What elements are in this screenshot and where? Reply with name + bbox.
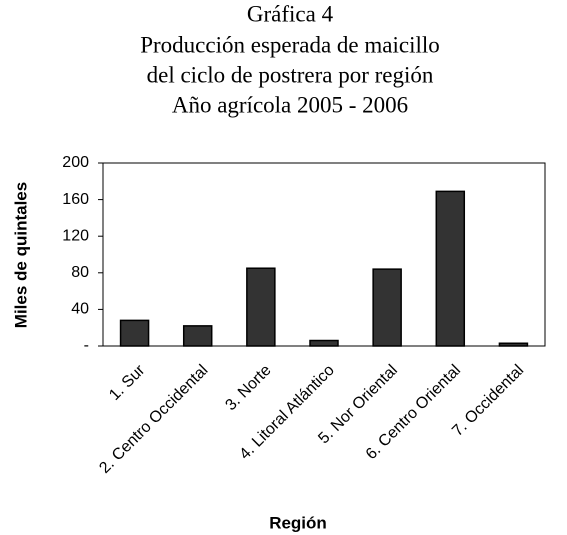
bar [498, 342, 529, 347]
y-axis-label: Miles de quintales [11, 182, 30, 328]
chart-title: Producción esperada de maicillo [140, 32, 440, 57]
bar [309, 339, 339, 347]
x-axis-label: Región [269, 513, 327, 532]
y-tick-label: 160 [62, 191, 89, 208]
chart-title: del ciclo de postrera por región [147, 62, 434, 87]
x-tick-label: 2. Centro Occidental [96, 362, 211, 477]
bar [119, 319, 150, 347]
y-tick-label: 120 [62, 227, 89, 244]
bar [182, 325, 213, 347]
plot-area [102, 162, 546, 347]
y-tick-label: 80 [71, 264, 89, 281]
bar [435, 190, 466, 347]
y-tick-label: 200 [62, 154, 89, 171]
y-tick-label: - [84, 337, 89, 354]
chart-title: Gráfica 4 [247, 1, 334, 26]
x-tick-label: 1. Sur [106, 361, 149, 404]
bar [372, 268, 402, 347]
x-tick-label: 3. Norte [222, 362, 274, 414]
y-tick-label: 40 [71, 301, 89, 318]
bar [246, 267, 276, 347]
chart-title: Año agrícola 2005 - 2006 [172, 92, 408, 117]
